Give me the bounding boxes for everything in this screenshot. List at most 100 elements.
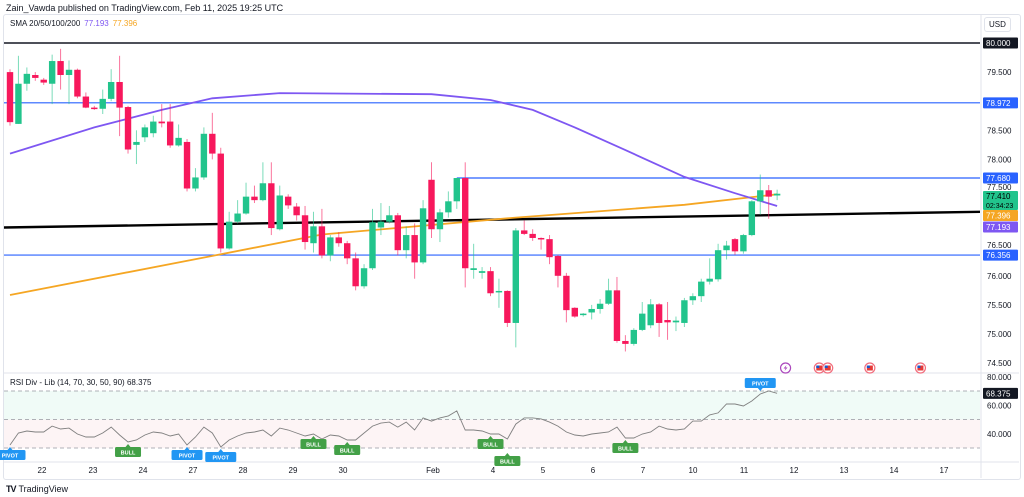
candle-body[interactable]: [504, 290, 511, 323]
candle-body[interactable]: [546, 239, 553, 258]
signal-bull-badge[interactable]: [612, 443, 639, 454]
candle-body[interactable]: [571, 307, 579, 317]
candle-body[interactable]: [647, 304, 654, 326]
candle-body[interactable]: [419, 208, 427, 263]
candle-body[interactable]: [554, 256, 562, 276]
candle-body[interactable]: [310, 226, 317, 244]
candle-body[interactable]: [613, 290, 621, 341]
signal-bull-badge[interactable]: [115, 447, 142, 458]
candle-body[interactable]: [335, 237, 342, 244]
candle-body[interactable]: [175, 137, 182, 146]
candle-body[interactable]: [377, 221, 385, 228]
candle-body[interactable]: [99, 98, 106, 109]
candle-body[interactable]: [259, 183, 267, 201]
candle-body[interactable]: [293, 206, 300, 216]
candle-body[interactable]: [428, 179, 435, 230]
candle-body[interactable]: [217, 153, 224, 249]
candle-body[interactable]: [369, 222, 376, 269]
candle-body[interactable]: [495, 290, 503, 293]
candle-body[interactable]: [529, 233, 536, 238]
candle-body[interactable]: [225, 221, 233, 249]
signal-bull-badge[interactable]: [300, 439, 327, 450]
candle-body[interactable]: [74, 69, 81, 97]
candle-body[interactable]: [6, 72, 14, 123]
candle-body[interactable]: [403, 235, 410, 251]
candle-body[interactable]: [588, 308, 595, 313]
candle-body[interactable]: [765, 190, 772, 197]
candle-body[interactable]: [436, 212, 444, 230]
candle-body[interactable]: [521, 230, 528, 234]
candle-body[interactable]: [386, 215, 393, 222]
signal-bull-badge[interactable]: [494, 456, 521, 467]
candle-body[interactable]: [166, 121, 174, 146]
candle-body[interactable]: [200, 133, 208, 178]
candle-body[interactable]: [537, 237, 545, 240]
candle-body[interactable]: [141, 127, 149, 138]
candle-body[interactable]: [445, 201, 452, 213]
candle-body[interactable]: [563, 275, 570, 311]
candle-body[interactable]: [462, 178, 469, 269]
candle-body[interactable]: [251, 196, 258, 201]
candle-body[interactable]: [23, 73, 31, 84]
candle-body[interactable]: [40, 79, 47, 83]
candle-body[interactable]: [580, 313, 587, 316]
candle-body[interactable]: [681, 300, 688, 323]
candle-body[interactable]: [672, 320, 680, 323]
candle-body[interactable]: [605, 290, 612, 304]
candle-body[interactable]: [32, 75, 39, 78]
candle-body[interactable]: [478, 271, 486, 273]
candle-body[interactable]: [360, 268, 368, 287]
candle-body[interactable]: [124, 107, 132, 150]
candle-body[interactable]: [344, 243, 351, 259]
candle-body[interactable]: [757, 190, 764, 202]
candle-body[interactable]: [689, 296, 697, 301]
signal-pivot-badge[interactable]: [171, 450, 203, 461]
candle-body[interactable]: [82, 96, 90, 108]
candle-body[interactable]: [723, 245, 730, 251]
candle-body[interactable]: [470, 268, 477, 270]
signal-pivot-badge[interactable]: [205, 452, 237, 463]
candle-body[interactable]: [116, 81, 123, 108]
candle-body[interactable]: [596, 303, 604, 309]
candle-body[interactable]: [192, 177, 199, 189]
candle-body[interactable]: [301, 215, 309, 243]
candle-body[interactable]: [133, 141, 140, 145]
signal-bull-badge[interactable]: [334, 445, 361, 456]
candle-body[interactable]: [48, 61, 56, 84]
candle-body[interactable]: [706, 278, 713, 282]
candle-body[interactable]: [327, 237, 334, 256]
candle-body[interactable]: [15, 83, 22, 124]
currency-button[interactable]: USD: [984, 17, 1011, 32]
candle-body[interactable]: [284, 196, 292, 206]
candle-body[interactable]: [714, 250, 722, 280]
candle-body[interactable]: [411, 235, 418, 263]
candle-body[interactable]: [740, 235, 747, 252]
candle-body[interactable]: [276, 195, 283, 230]
candle-body[interactable]: [91, 107, 98, 110]
candle-body[interactable]: [242, 196, 250, 214]
candle-body[interactable]: [150, 121, 157, 134]
candle-body[interactable]: [394, 215, 401, 251]
candle-body[interactable]: [487, 271, 494, 294]
candle-body[interactable]: [183, 141, 191, 189]
signal-pivot-badge[interactable]: [0, 450, 26, 461]
candle-body[interactable]: [664, 320, 671, 323]
candle-body[interactable]: [209, 133, 216, 154]
candle-body[interactable]: [268, 183, 275, 229]
candle-body[interactable]: [731, 239, 739, 252]
candle-body[interactable]: [57, 61, 64, 76]
candle-body[interactable]: [698, 281, 705, 297]
candle-body[interactable]: [158, 121, 165, 124]
candle-body[interactable]: [512, 230, 519, 323]
candle-body[interactable]: [630, 329, 638, 344]
candle-body[interactable]: [453, 178, 460, 202]
sma-legend[interactable]: SMA 20/50/100/200 77.193 77.396: [10, 19, 137, 28]
signal-pivot-badge[interactable]: [744, 377, 776, 388]
candle-body[interactable]: [65, 69, 73, 76]
candle-body[interactable]: [107, 81, 115, 99]
rsi-legend[interactable]: RSI Div - Lib (14, 70, 30, 50, 90) 68.37…: [10, 378, 151, 387]
candle-body[interactable]: [748, 201, 756, 236]
candle-body[interactable]: [639, 313, 646, 330]
candle-body[interactable]: [318, 226, 326, 256]
